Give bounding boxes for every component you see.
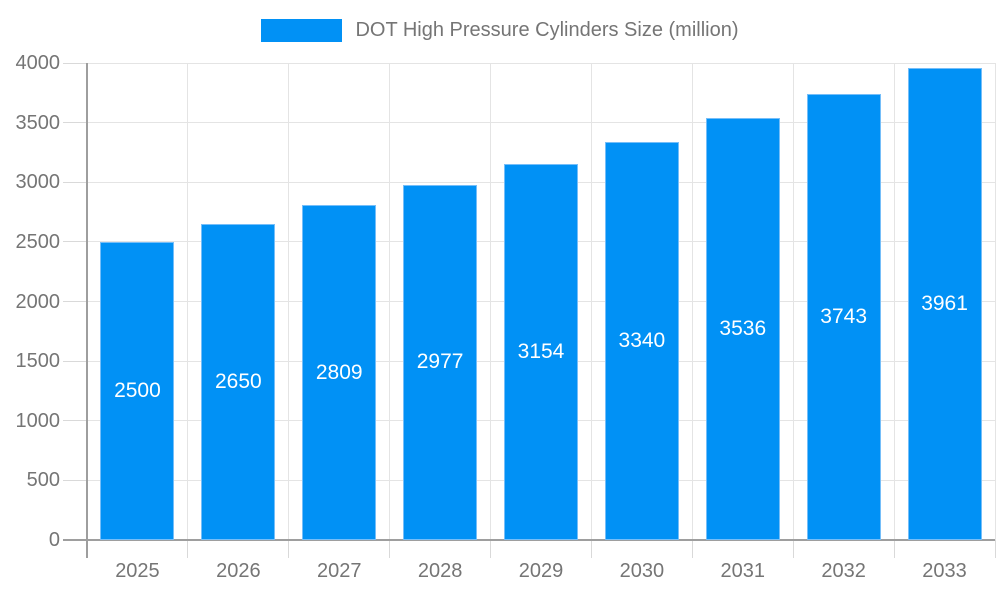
bar[interactable]	[302, 205, 377, 540]
x-axis-tick-label: 2028	[417, 560, 463, 582]
y-axis-tick-label: 3000	[15, 171, 61, 194]
bar[interactable]	[705, 118, 780, 540]
x-axis-tick	[389, 540, 391, 558]
x-axis-tick	[288, 540, 290, 558]
gridline-vertical	[590, 63, 592, 540]
gridline-horizontal	[87, 62, 995, 64]
gridline-vertical	[389, 63, 391, 540]
gridline-vertical	[893, 63, 895, 540]
gridline-vertical	[994, 63, 996, 540]
y-axis-tick-label: 2000	[15, 290, 61, 313]
x-axis-tick-label: 2031	[720, 560, 766, 582]
x-axis-tick	[590, 540, 592, 558]
y-axis-tick-label: 0	[48, 529, 60, 551]
x-axis-tick-label: 2030	[619, 560, 665, 582]
legend-label: DOT High Pressure Cylinders Size (millio…	[355, 19, 739, 41]
gridline-vertical	[187, 63, 189, 540]
y-axis-tick-label: 500	[26, 469, 60, 492]
x-axis-tick-label: 2027	[316, 560, 362, 582]
y-axis-tick	[63, 420, 87, 422]
y-axis-tick	[63, 122, 87, 124]
x-axis-tick	[792, 540, 794, 558]
bar[interactable]	[100, 241, 175, 540]
x-axis-line	[63, 539, 995, 541]
bar[interactable]	[907, 67, 982, 540]
gridline-horizontal	[87, 122, 995, 124]
x-axis-tick	[187, 540, 189, 558]
y-axis-tick	[63, 241, 87, 243]
x-axis-tick-label: 2033	[922, 560, 967, 582]
x-axis-tick-label: 2025	[115, 560, 160, 582]
bar[interactable]	[604, 141, 679, 540]
y-axis-tick-label: 2500	[15, 230, 61, 253]
x-axis-tick	[691, 540, 693, 558]
gridline-vertical	[792, 63, 794, 540]
y-axis-tick-label: 3500	[15, 111, 61, 134]
y-axis-tick-label: 1000	[15, 409, 61, 432]
gridline-vertical	[490, 63, 492, 540]
legend[interactable]: DOT High Pressure Cylinders Size (millio…	[0, 17, 1000, 44]
x-axis-tick	[994, 540, 996, 558]
legend-swatch	[261, 19, 343, 42]
y-axis-tick	[63, 62, 87, 64]
y-axis-tick	[63, 360, 87, 362]
x-axis-tick-label: 2029	[518, 560, 564, 582]
bar[interactable]	[403, 184, 478, 540]
y-axis-tick-label: 4000	[15, 52, 61, 74]
gridline-vertical	[288, 63, 290, 540]
x-axis-tick	[490, 540, 492, 558]
x-axis-tick-label: 2032	[821, 560, 866, 582]
bar[interactable]	[504, 163, 578, 540]
bar[interactable]	[806, 93, 881, 540]
gridline-vertical	[691, 63, 693, 540]
x-axis-tick-label: 2026	[216, 560, 261, 582]
y-axis-tick	[63, 479, 87, 481]
y-axis-tick	[63, 301, 87, 302]
y-axis-tick-label: 1500	[15, 350, 61, 373]
y-axis-line	[86, 63, 88, 558]
x-axis-tick	[893, 540, 895, 558]
bar[interactable]	[201, 223, 276, 540]
y-axis-tick	[63, 181, 87, 183]
